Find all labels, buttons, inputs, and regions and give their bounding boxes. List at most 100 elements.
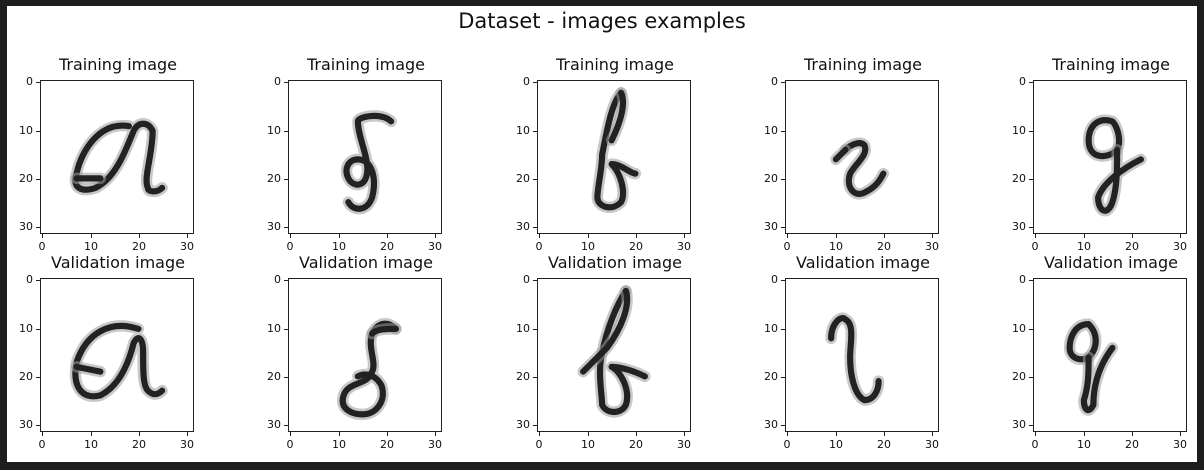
handwritten-glyph-image [1063,318,1119,416]
x-tick-label: 30 [677,240,691,253]
y-tick-label: 10 [19,124,33,137]
handwritten-glyph-image [337,318,402,421]
glyph-stroke [1080,344,1116,414]
x-tick-mark [387,432,388,436]
figure-title: Dataset - images examples [458,9,746,33]
glyph-stroke [832,146,849,163]
subplot-title: Validation image [796,253,930,272]
x-tick-mark [91,234,92,238]
y-tick-mark [1029,227,1033,228]
x-tick-mark [339,234,340,238]
y-tick-label: 0 [523,75,530,88]
handwritten-glyph-image [825,312,885,406]
x-tick-label: 20 [1125,438,1139,451]
y-tick-mark [533,329,537,330]
y-tick-mark [1029,377,1033,378]
x-tick-mark [1084,432,1085,436]
subplot-title: Validation image [548,253,682,272]
glyph-stroke [343,112,395,212]
x-tick-label: 20 [629,438,643,451]
x-tick-mark [787,234,788,238]
y-tick-mark [781,82,785,83]
subplot-title: Validation image [1044,253,1178,272]
y-tick-label: 30 [764,220,778,233]
x-tick-label: 20 [132,240,146,253]
glyph-stroke [594,89,639,211]
x-tick-mark [588,234,589,238]
glyph-stroke [72,120,166,195]
x-tick-mark [290,432,291,436]
y-tick-mark [781,425,785,426]
y-tick-mark [36,425,40,426]
x-tick-mark [290,234,291,238]
x-tick-mark [636,432,637,436]
y-tick-mark [36,329,40,330]
y-tick-mark [284,280,288,281]
handwritten-glyph-image [340,110,397,215]
x-tick-label: 10 [84,240,98,253]
y-tick-label: 0 [771,75,778,88]
x-tick-mark [932,234,933,238]
y-tick-label: 20 [19,172,33,185]
image-axes [288,278,442,432]
x-tick-mark [1132,432,1133,436]
y-tick-mark [284,425,288,426]
x-tick-mark [187,234,188,238]
x-tick-mark [884,234,885,238]
image-axes [537,278,691,432]
image-axes [537,80,691,234]
x-tick-mark [1084,234,1085,238]
x-tick-label: 0 [535,438,543,451]
x-tick-label: 20 [380,240,394,253]
y-tick-mark [781,179,785,180]
x-tick-mark [339,432,340,436]
image-axes [785,278,939,432]
y-tick-label: 20 [764,370,778,383]
y-tick-mark [36,377,40,378]
x-tick-mark [539,234,540,238]
glyph-stroke [1095,146,1144,214]
x-tick-mark [636,234,637,238]
y-tick-label: 0 [274,75,281,88]
subplot-title: Training image [1051,55,1171,74]
x-tick-mark [435,234,436,238]
x-tick-label: 20 [380,438,394,451]
x-tick-mark [1180,432,1181,436]
y-tick-label: 20 [267,370,281,383]
y-tick-label: 10 [19,322,33,335]
y-tick-label: 10 [764,322,778,335]
y-tick-mark [781,329,785,330]
glyph-stroke [1085,117,1123,160]
glyph-stroke [369,325,399,337]
y-tick-mark [781,227,785,228]
y-tick-mark [1029,329,1033,330]
y-tick-label: 10 [267,124,281,137]
y-tick-label: 10 [1012,124,1026,137]
x-tick-mark [684,234,685,238]
y-tick-label: 20 [764,172,778,185]
figure: Dataset - images examples Training image… [7,6,1197,462]
x-tick-mark [836,234,837,238]
y-tick-label: 30 [516,418,530,431]
y-tick-mark [1029,425,1033,426]
x-tick-label: 0 [535,240,543,253]
y-tick-label: 0 [26,75,33,88]
x-tick-label: 10 [829,438,843,451]
y-tick-mark [36,227,40,228]
x-tick-mark [932,432,933,436]
image-axes [40,80,194,234]
subplot-title: Validation image [51,253,185,272]
subplot-title: Training image [555,55,675,74]
x-tick-label: 10 [1077,240,1091,253]
glyph-stroke [828,315,882,404]
y-tick-mark [533,131,537,132]
x-tick-mark [91,432,92,436]
y-tick-mark [36,131,40,132]
y-tick-mark [781,280,785,281]
y-tick-mark [533,82,537,83]
y-tick-mark [533,377,537,378]
image-axes [1033,278,1187,432]
glyph-stroke [580,287,631,375]
y-tick-label: 20 [1012,172,1026,185]
handwritten-glyph-image [830,137,890,200]
